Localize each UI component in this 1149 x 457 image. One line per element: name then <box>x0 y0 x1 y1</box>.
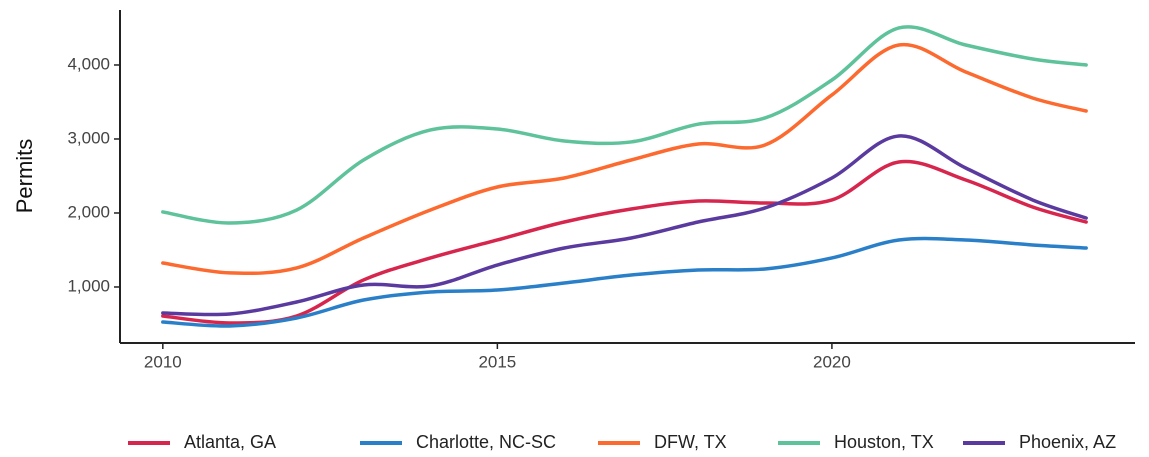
y-tick-label: 1,000 <box>67 276 110 295</box>
legend-label: Charlotte, NC-SC <box>416 432 556 452</box>
series-line <box>161 42 1088 276</box>
legend-label: Atlanta, GA <box>184 432 276 452</box>
legend-label: Houston, TX <box>834 432 934 452</box>
series-line <box>161 159 1088 325</box>
x-tick-label: 2020 <box>813 352 851 371</box>
x-tick-label: 2015 <box>478 352 516 371</box>
series-line <box>161 134 1088 317</box>
y-axis-label: Permits <box>12 139 37 214</box>
legend-label: Phoenix, AZ <box>1019 432 1116 452</box>
series-line <box>161 236 1088 328</box>
series-line <box>161 25 1088 225</box>
y-tick-label: 2,000 <box>67 202 110 221</box>
x-tick-label: 2010 <box>144 352 182 371</box>
y-tick-label: 4,000 <box>67 54 110 73</box>
y-tick-label: 3,000 <box>67 128 110 147</box>
legend-label: DFW, TX <box>654 432 727 452</box>
